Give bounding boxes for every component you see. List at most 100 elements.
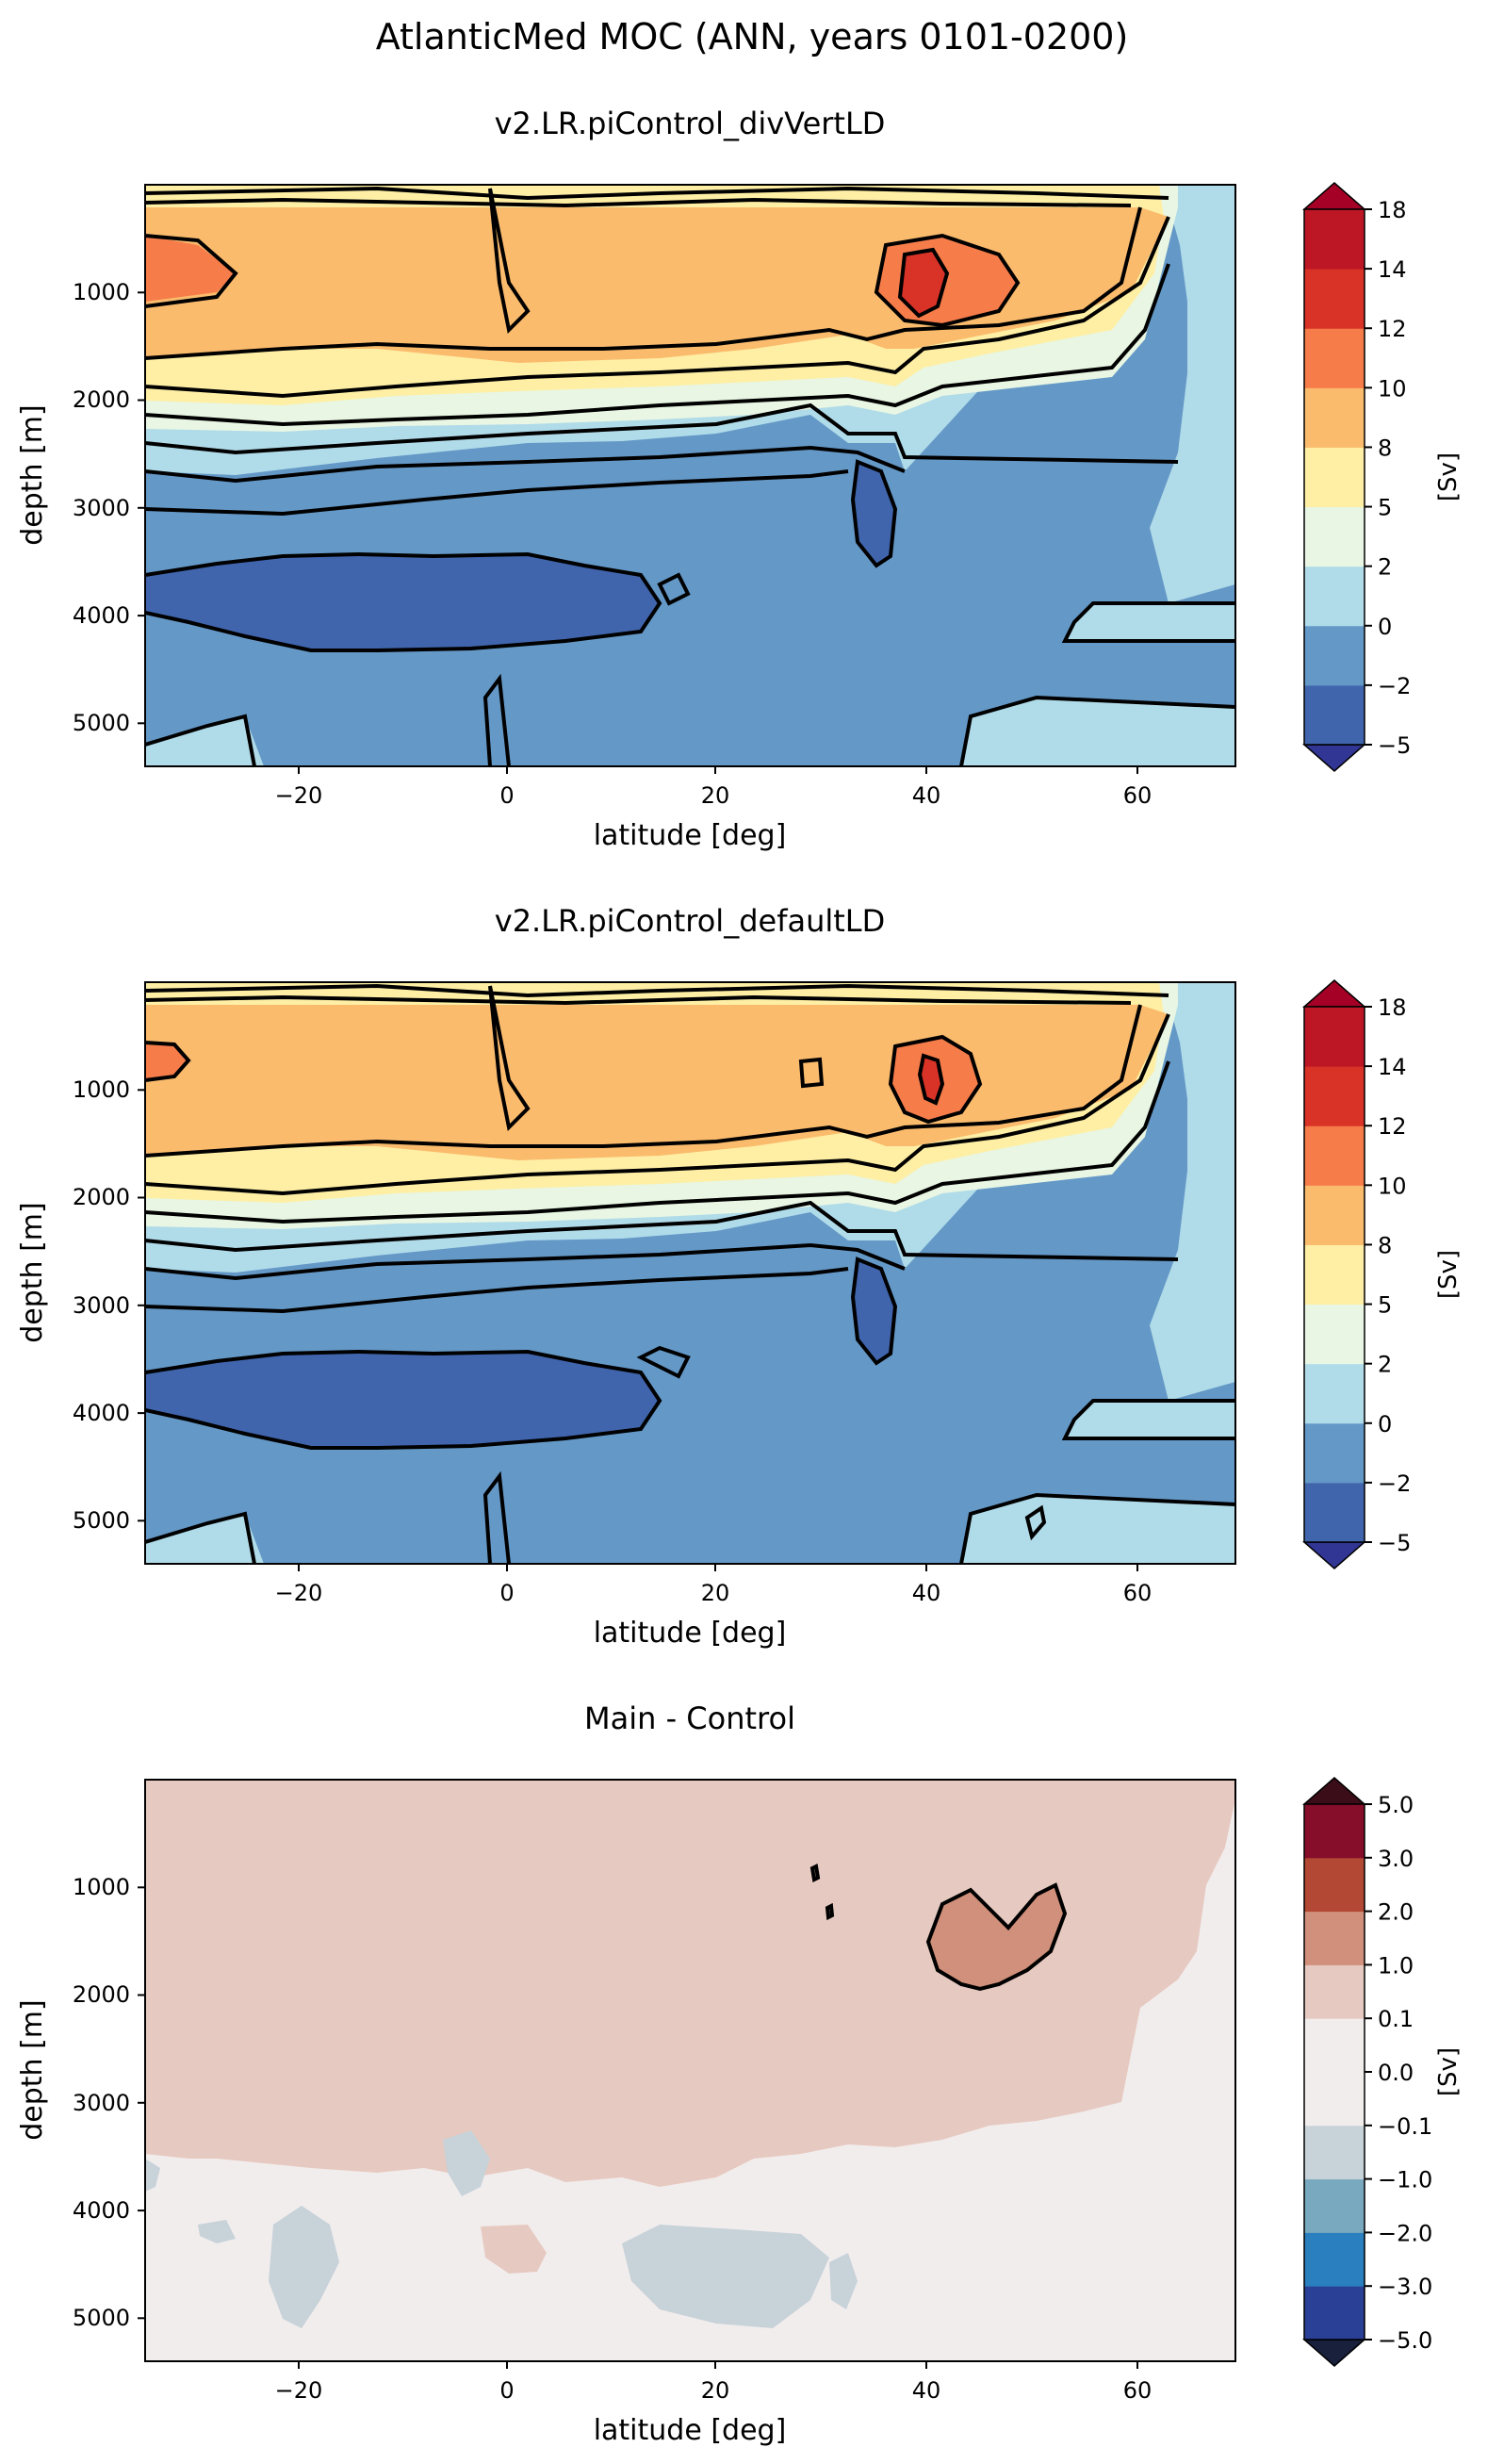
panel-2-contour-line [850, 1257, 898, 1366]
panel-3-colorbar: −5.0 −3.0 −2.0 −1.0 −0.1 0.0 0.1 1.0 2.0 3.0 5.0 [S… [1302, 1777, 1463, 2367]
colorbar-tick-label: 5 [1378, 495, 1392, 521]
panel-2-ytick-label: 3000 [73, 1292, 130, 1319]
panel-2-contour-line [145, 994, 1132, 1006]
panel-3-fill-negative-1 [269, 2206, 339, 2328]
colorbar-tick-label: 8 [1378, 435, 1392, 461]
colorbar-band [1304, 1185, 1365, 1245]
panel-2-contour-line [636, 1345, 691, 1379]
panel-1-xticks: −20 0 20 40 60 [275, 766, 1153, 809]
panel-1-contour-line [850, 459, 898, 568]
panel-1-xlabel: latitude [deg] [594, 819, 787, 852]
colorbar-tick-label: 3.0 [1378, 1846, 1414, 1872]
colorbar-frame [1303, 208, 1365, 746]
colorbar-band [1304, 2178, 1365, 2233]
panel-3-fill-negative-6 [145, 2159, 160, 2192]
panel-2-contour-line [145, 983, 1169, 998]
panel-1-title: v2.LR.piControl_divVertLD [495, 106, 886, 141]
colorbar-band [1304, 566, 1365, 627]
colorbar-tick-label: 18 [1378, 197, 1407, 223]
panel-2-title: v2.LR.piControl_defaultLD [495, 903, 886, 939]
panel-1-contour-line [145, 551, 662, 652]
colorbar-tick-label: 5.0 [1378, 1792, 1414, 1818]
panel-2-contour-line [488, 985, 531, 1132]
colorbar-band [1304, 1244, 1365, 1306]
panel-1-contour-line [145, 469, 849, 517]
panel-2-xticks: −20 0 20 40 60 [275, 1564, 1152, 1606]
panel-1-ytick-label: 4000 [73, 602, 130, 629]
panel-3-title: Main - Control [584, 1700, 795, 1736]
colorbar-tick-label: 10 [1378, 375, 1407, 402]
colorbar-tick-label: 2 [1378, 1352, 1392, 1378]
panel-1-plot-area [145, 185, 1235, 766]
colorbar-extend-bottom [1302, 1541, 1366, 1569]
panel-1-fill-neg2-deep [853, 462, 895, 566]
panel-2-fill-neg2-bottom [145, 1352, 660, 1448]
colorbar-band [1304, 1066, 1365, 1126]
panel-1-fill-pos12-core [900, 250, 947, 316]
panel-1-contour-line [959, 695, 1235, 766]
panel-1-ytick-label: 3000 [73, 495, 130, 521]
colorbar-tick-label: −5.0 [1378, 2327, 1432, 2354]
colorbar-tick-label: −1.0 [1378, 2167, 1432, 2193]
panel-3-plot-area [145, 1780, 1235, 2361]
panel-2-ytick-label: 2000 [73, 1184, 130, 1210]
panel-2-axes-frame [144, 981, 1236, 1565]
panel-1-fill-neg2-bottom [145, 554, 660, 650]
panel-1-ylabel: depth [m] [16, 404, 49, 546]
panel-3-contour-line [809, 1864, 821, 1882]
panel-1-contour-line [1061, 601, 1235, 643]
colorbar-extend-top [1302, 182, 1366, 210]
colorbar-band [1304, 625, 1365, 686]
colorbar-extend-top [1302, 1777, 1366, 1805]
panel-3-ytick-label: 1000 [73, 1874, 130, 1900]
panel-2-fill-neg2-deep [853, 1259, 895, 1363]
panel-2-contour-line [145, 1267, 849, 1314]
panel-2-xtick-label: 20 [701, 1580, 730, 1606]
panel-1-xtick-label: −20 [275, 782, 323, 809]
panel-1-xtick-label: 60 [1123, 782, 1153, 809]
panel-2-contour-line [145, 1004, 1142, 1158]
panel-2-fill-bottom-light-e [961, 1495, 1235, 1564]
colorbar-tick-label: 0.1 [1378, 2006, 1414, 2032]
colorbar-band [1304, 1804, 1365, 1859]
panel-2-xlabel: latitude [deg] [594, 1617, 787, 1650]
colorbar-frame [1303, 1006, 1365, 1543]
panel-2-ytick-label: 1000 [73, 1076, 130, 1103]
panel-2-contour-line [145, 1349, 662, 1450]
panel-1-ytick-label: 5000 [73, 710, 130, 736]
panel-2-contour-line [1061, 1399, 1235, 1440]
colorbar-tick-label: 0 [1378, 614, 1392, 640]
panel-3-contour-line [925, 1882, 1068, 1992]
colorbar-tick-label: 8 [1378, 1232, 1392, 1258]
colorbar-band [1304, 1482, 1365, 1543]
panel-1-contour-line [488, 188, 531, 335]
panel-2-contour-line [145, 1060, 1170, 1224]
panel-2-plot-area [145, 982, 1235, 1564]
colorbar-tick-label: 1.0 [1378, 1952, 1414, 1979]
panel-3-fill-negative-3 [622, 2225, 829, 2328]
panel-2-contour-line [145, 1200, 1179, 1261]
panel-3-ytick-label: 4000 [73, 2197, 130, 2224]
panel-3-contours [809, 1864, 1068, 1992]
panel-2-contour-line [482, 1470, 511, 1564]
colorbar-extend-bottom [1302, 744, 1366, 772]
panel-2: v2.LR.piControl_defaultLD [16, 903, 1463, 1650]
colorbar-band [1304, 1007, 1365, 1067]
colorbar-band [1304, 269, 1365, 329]
figure-suptitle: AtlanticMed MOC (ANN, years 0101-0200) [376, 16, 1129, 57]
colorbar-tick-label: −5 [1378, 1530, 1411, 1556]
colorbar-tick-label: 5 [1378, 1292, 1392, 1319]
panel-1-contour-line [145, 402, 1179, 464]
panel-1-contour-line [145, 234, 238, 308]
panel-1-xtick-label: 0 [499, 782, 514, 809]
colorbar-band [1304, 328, 1365, 388]
panel-2-ylabel: depth [m] [16, 1202, 49, 1343]
panel-3-fill-positive-south [481, 2225, 547, 2274]
panel-3-fill-negative-4 [443, 2130, 490, 2196]
panel-1: v2.LR.piControl_divVertLD [16, 106, 1463, 852]
panel-3: Main - Control 1000 2000 300 [16, 1700, 1463, 2447]
panel-1-contour-line [874, 233, 1021, 328]
panel-1-contour-line [145, 445, 906, 484]
panel-1-fill-pos10-west [145, 236, 236, 302]
